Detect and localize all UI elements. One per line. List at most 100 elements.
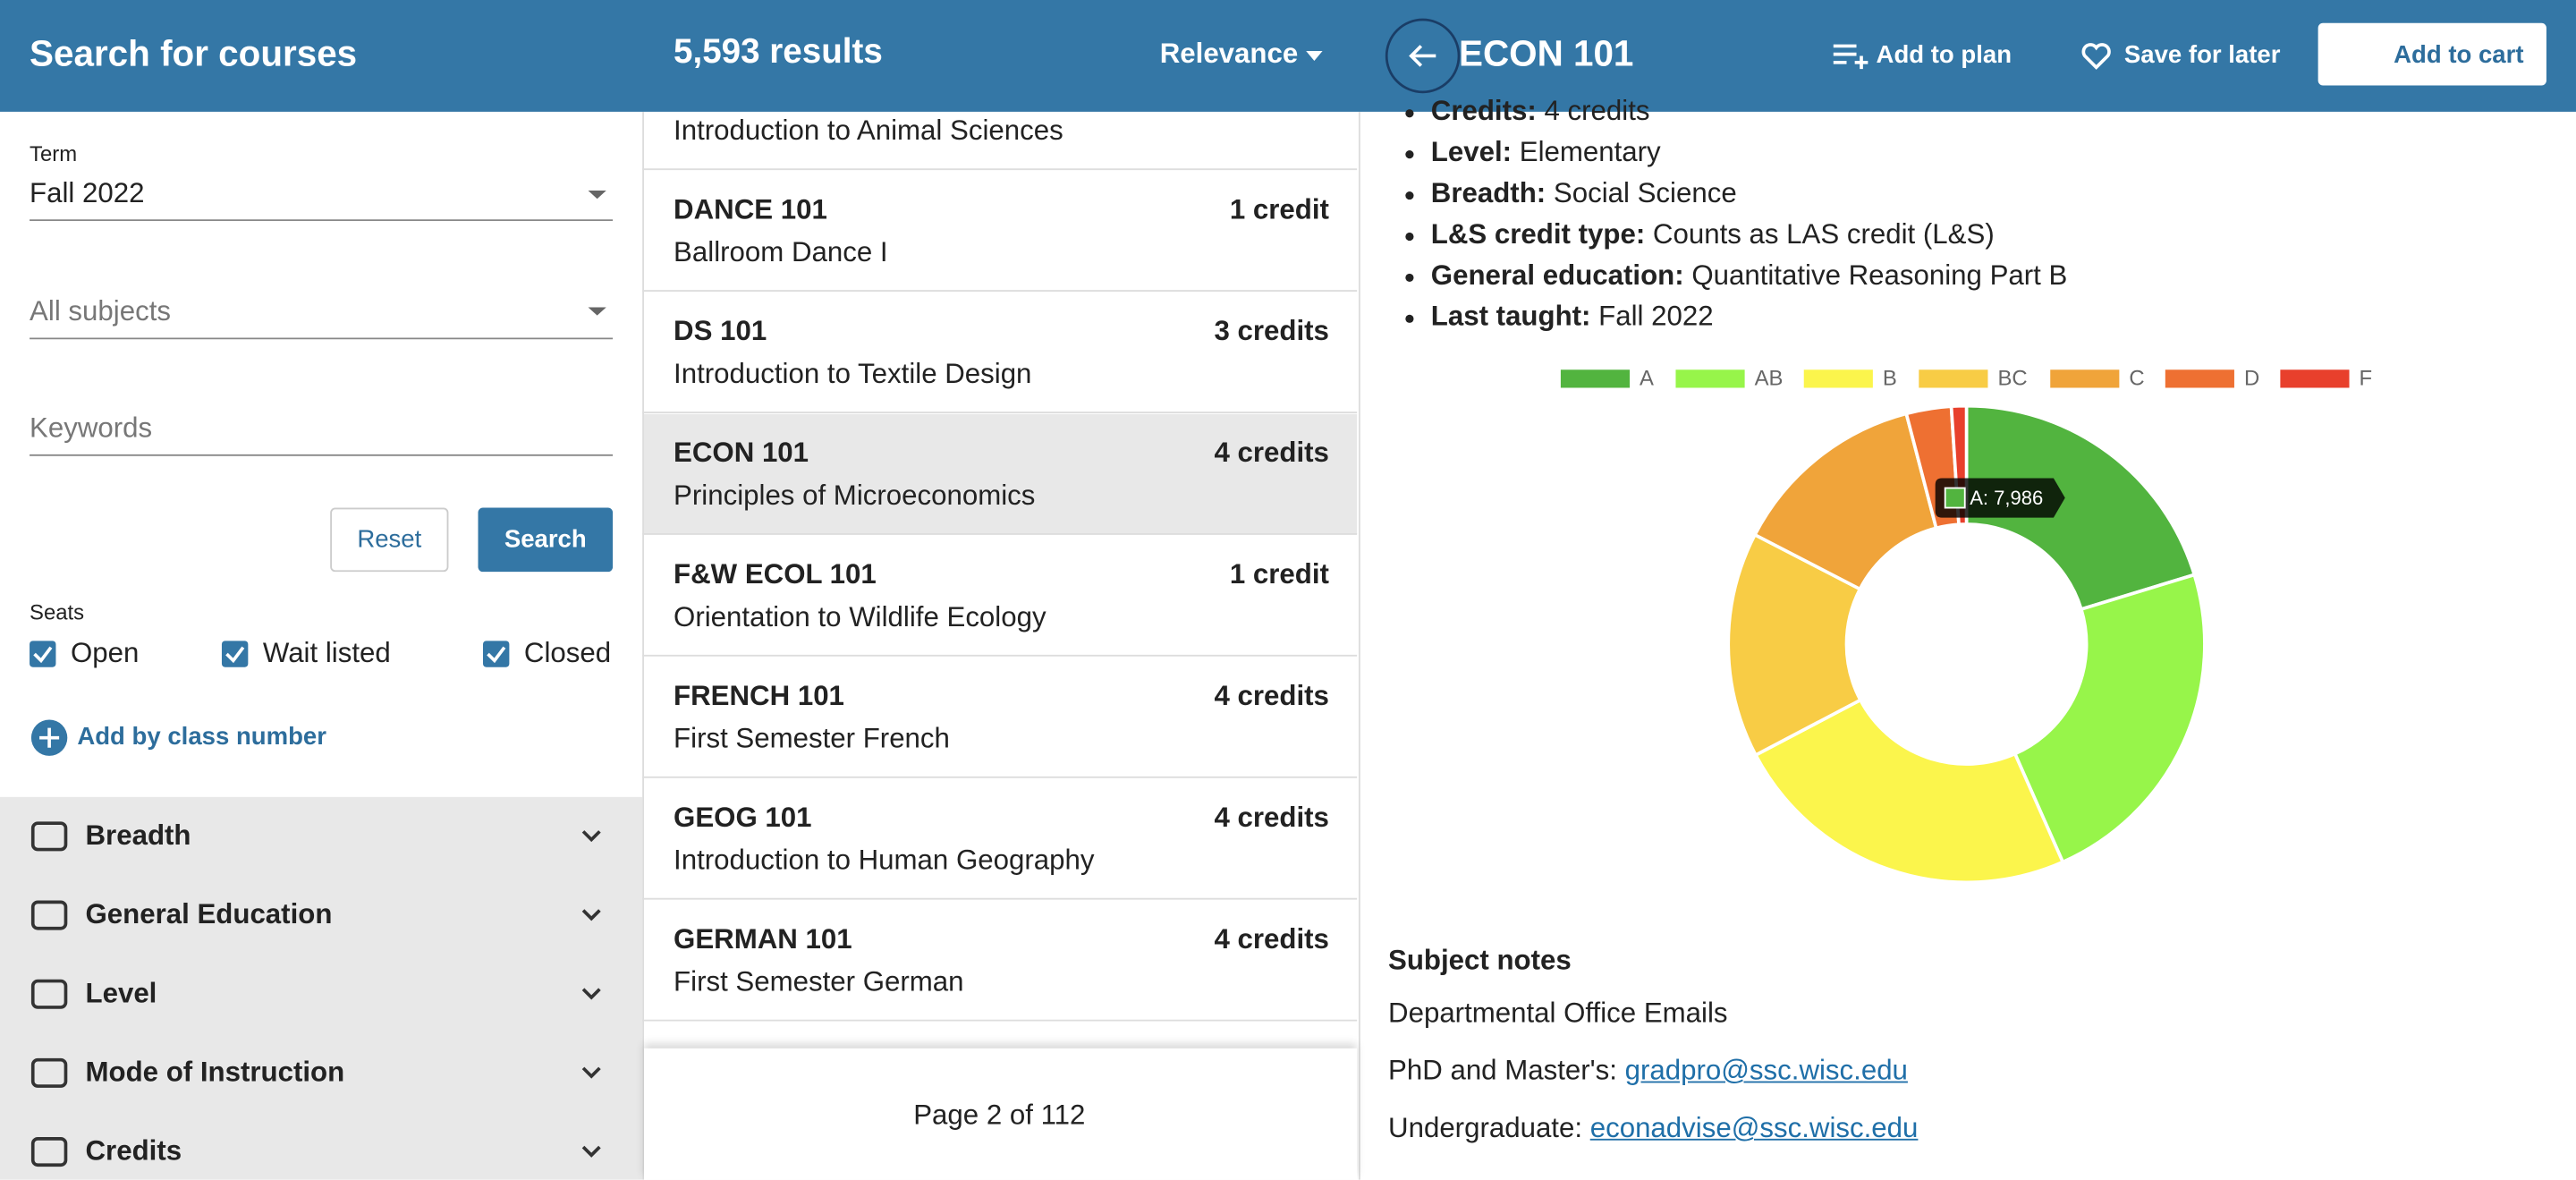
results-panel: [642, 111, 1360, 1180]
tooltip-swatch: [1944, 487, 1966, 509]
course-credits: 4 credits: [1214, 923, 1329, 955]
course-credits: 1 credit: [1229, 558, 1329, 590]
email-link[interactable]: econadvise@ssc.wisc.edu: [1589, 1112, 1919, 1144]
section-chevron: [581, 988, 601, 1000]
legend-label: F: [2360, 367, 2373, 391]
course-name[interactable]: Introduction to Textile Design: [674, 358, 1032, 390]
notes-title: Subject notes: [1388, 945, 1572, 977]
fact: Breadth: Social Science: [1431, 177, 1737, 210]
course-code[interactable]: ECON 101: [674, 437, 809, 469]
seats-label: Seats: [30, 599, 85, 624]
fact-label: General education:: [1430, 259, 1684, 292]
fact: Credits: 4 credits: [1431, 96, 1650, 129]
seat-option[interactable]: Wait listed: [262, 637, 391, 669]
course-credits: 1 credit: [1229, 193, 1329, 225]
course-code[interactable]: GEOG 101: [674, 802, 812, 834]
section-chevron: [581, 1066, 601, 1079]
donut-segment: [2012, 573, 2207, 864]
course-credits: 4 credits: [1214, 437, 1329, 469]
section-icon: [30, 821, 68, 852]
keywords-input[interactable]: Keywords: [30, 412, 153, 444]
course-code[interactable]: F&W ECOL 101: [674, 558, 877, 590]
fact-value: Quantitative Reasoning Part B: [1691, 259, 2068, 292]
contact: Undergraduate: econadvise@ssc.wisc.edu: [1388, 1112, 1918, 1145]
add-to-plan[interactable]: Add to plan: [1876, 40, 2012, 70]
filter-section[interactable]: Mode of Instruction: [85, 1057, 345, 1088]
filter-section[interactable]: Breadth: [85, 819, 191, 852]
fact: L&S credit type: Counts as LAS credit (L…: [1431, 218, 1995, 251]
bullet: [1405, 273, 1414, 282]
add-by-class-number[interactable]: Add by class number: [77, 723, 326, 751]
filter-section[interactable]: General Education: [85, 898, 333, 930]
filter-section[interactable]: Credits: [85, 1135, 182, 1167]
filter-section[interactable]: Level: [85, 977, 157, 1009]
section-icon: [30, 1057, 68, 1088]
select-caret: [588, 307, 606, 316]
seat-option[interactable]: Open: [70, 637, 140, 669]
course-code[interactable]: DANCE 101: [674, 193, 827, 225]
add-to-cart[interactable]: Add to cart: [2394, 40, 2524, 70]
legend-swatch: [1560, 369, 1631, 388]
contact: PhD and Master's: gradpro@ssc.wisc.edu: [1388, 1055, 1908, 1088]
bullet: [1405, 109, 1414, 118]
check-mark: [487, 646, 506, 664]
cart-button[interactable]: [2318, 22, 2546, 86]
fact-label: Credits:: [1430, 95, 1537, 127]
checkbox[interactable]: [30, 641, 56, 667]
heart-icon: [2081, 43, 2111, 70]
course-code[interactable]: FRENCH 101: [674, 680, 844, 712]
reset-button[interactable]: Reset: [330, 507, 449, 573]
legend-label: A: [1640, 367, 1654, 391]
legend-swatch: [1919, 369, 1988, 388]
course-name[interactable]: First Semester German: [674, 965, 964, 997]
fact-value: Fall 2022: [1598, 301, 1714, 333]
course-name[interactable]: Introduction to Human Geography: [674, 845, 1095, 876]
check-mark: [33, 646, 53, 664]
section-chevron: [581, 830, 601, 843]
email-link[interactable]: gradpro@ssc.wisc.edu: [1624, 1055, 1908, 1087]
check-mark: [225, 646, 245, 664]
course-credits: 4 credits: [1214, 680, 1329, 712]
seat-option[interactable]: Closed: [523, 637, 612, 669]
notes-intro: Departmental Office Emails: [1388, 997, 1728, 1029]
course-credits: 3 credits: [1214, 315, 1329, 347]
left-sections: [0, 796, 643, 1180]
save-for-later[interactable]: Save for later: [2123, 40, 2281, 70]
subject-select[interactable]: All subjects: [30, 295, 171, 327]
fact-label: Last taught:: [1430, 301, 1591, 333]
course-credits: 4 credits: [1214, 802, 1329, 834]
plus: [39, 727, 60, 748]
course-code[interactable]: GERMAN 101: [674, 923, 852, 955]
partial-course-title: Introduction to Animal Sciences: [674, 115, 1063, 147]
page-indicator: Page 2 of 112: [913, 1099, 1086, 1131]
sort-caret: [1306, 50, 1323, 61]
course-name[interactable]: Ballroom Dance I: [674, 236, 888, 268]
course-name[interactable]: First Semester French: [674, 723, 950, 755]
results-count: 5,593 results: [674, 32, 883, 71]
course-name[interactable]: Orientation to Wildlife Ecology: [674, 601, 1046, 633]
course-name[interactable]: Principles of Microeconomics: [674, 480, 1036, 512]
legend-label: D: [2244, 367, 2259, 391]
course-code[interactable]: DS 101: [674, 315, 767, 347]
back-arrow: [1409, 45, 1436, 67]
legend-swatch: [1803, 369, 1873, 388]
legend-swatch: [2050, 369, 2120, 388]
select-caret: [588, 191, 606, 199]
sort-select[interactable]: Relevance: [1159, 38, 1299, 70]
search-button[interactable]: Search: [478, 507, 614, 573]
legend-label: C: [2129, 367, 2144, 391]
term-select[interactable]: Fall 2022: [30, 177, 145, 209]
contact-label: PhD and Master's:: [1388, 1055, 1617, 1087]
fact: General education: Quantitative Reasonin…: [1431, 259, 2068, 293]
tooltip-text: A: 7,986: [1970, 487, 2043, 509]
term-label: Term: [30, 140, 78, 166]
fact: Last taught: Fall 2022: [1431, 301, 1714, 334]
legend-swatch: [2165, 369, 2234, 388]
bullet: [1405, 314, 1414, 323]
checkbox[interactable]: [482, 641, 510, 667]
checkbox[interactable]: [221, 641, 249, 667]
legend-swatch: [1675, 369, 1745, 388]
page-title: Search for courses: [30, 32, 358, 74]
